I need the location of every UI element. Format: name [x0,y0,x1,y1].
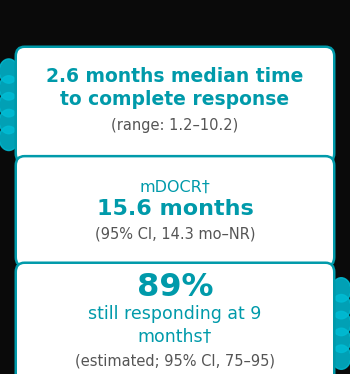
Ellipse shape [332,278,350,302]
FancyBboxPatch shape [16,263,334,374]
Ellipse shape [0,76,18,100]
Ellipse shape [0,109,18,134]
Ellipse shape [332,345,350,370]
Text: months†: months† [138,328,212,346]
Text: 2.6 months median time: 2.6 months median time [46,67,304,86]
Text: 15.6 months: 15.6 months [97,199,253,220]
FancyBboxPatch shape [16,156,334,266]
Text: 89%: 89% [137,273,213,303]
Ellipse shape [332,311,350,336]
Text: (range: 1.2–10.2): (range: 1.2–10.2) [111,118,239,133]
Ellipse shape [332,295,350,319]
Ellipse shape [0,93,18,117]
Text: still responding at 9: still responding at 9 [88,305,262,323]
Text: (95% CI, 14.3 mo–NR): (95% CI, 14.3 mo–NR) [95,226,255,241]
Ellipse shape [0,126,18,151]
Text: (estimated; 95% CI, 75–95): (estimated; 95% CI, 75–95) [75,353,275,368]
Text: mDOCR†: mDOCR† [140,180,210,194]
Ellipse shape [0,59,18,83]
Text: to complete response: to complete response [61,90,289,108]
FancyBboxPatch shape [16,47,334,163]
Ellipse shape [332,328,350,352]
